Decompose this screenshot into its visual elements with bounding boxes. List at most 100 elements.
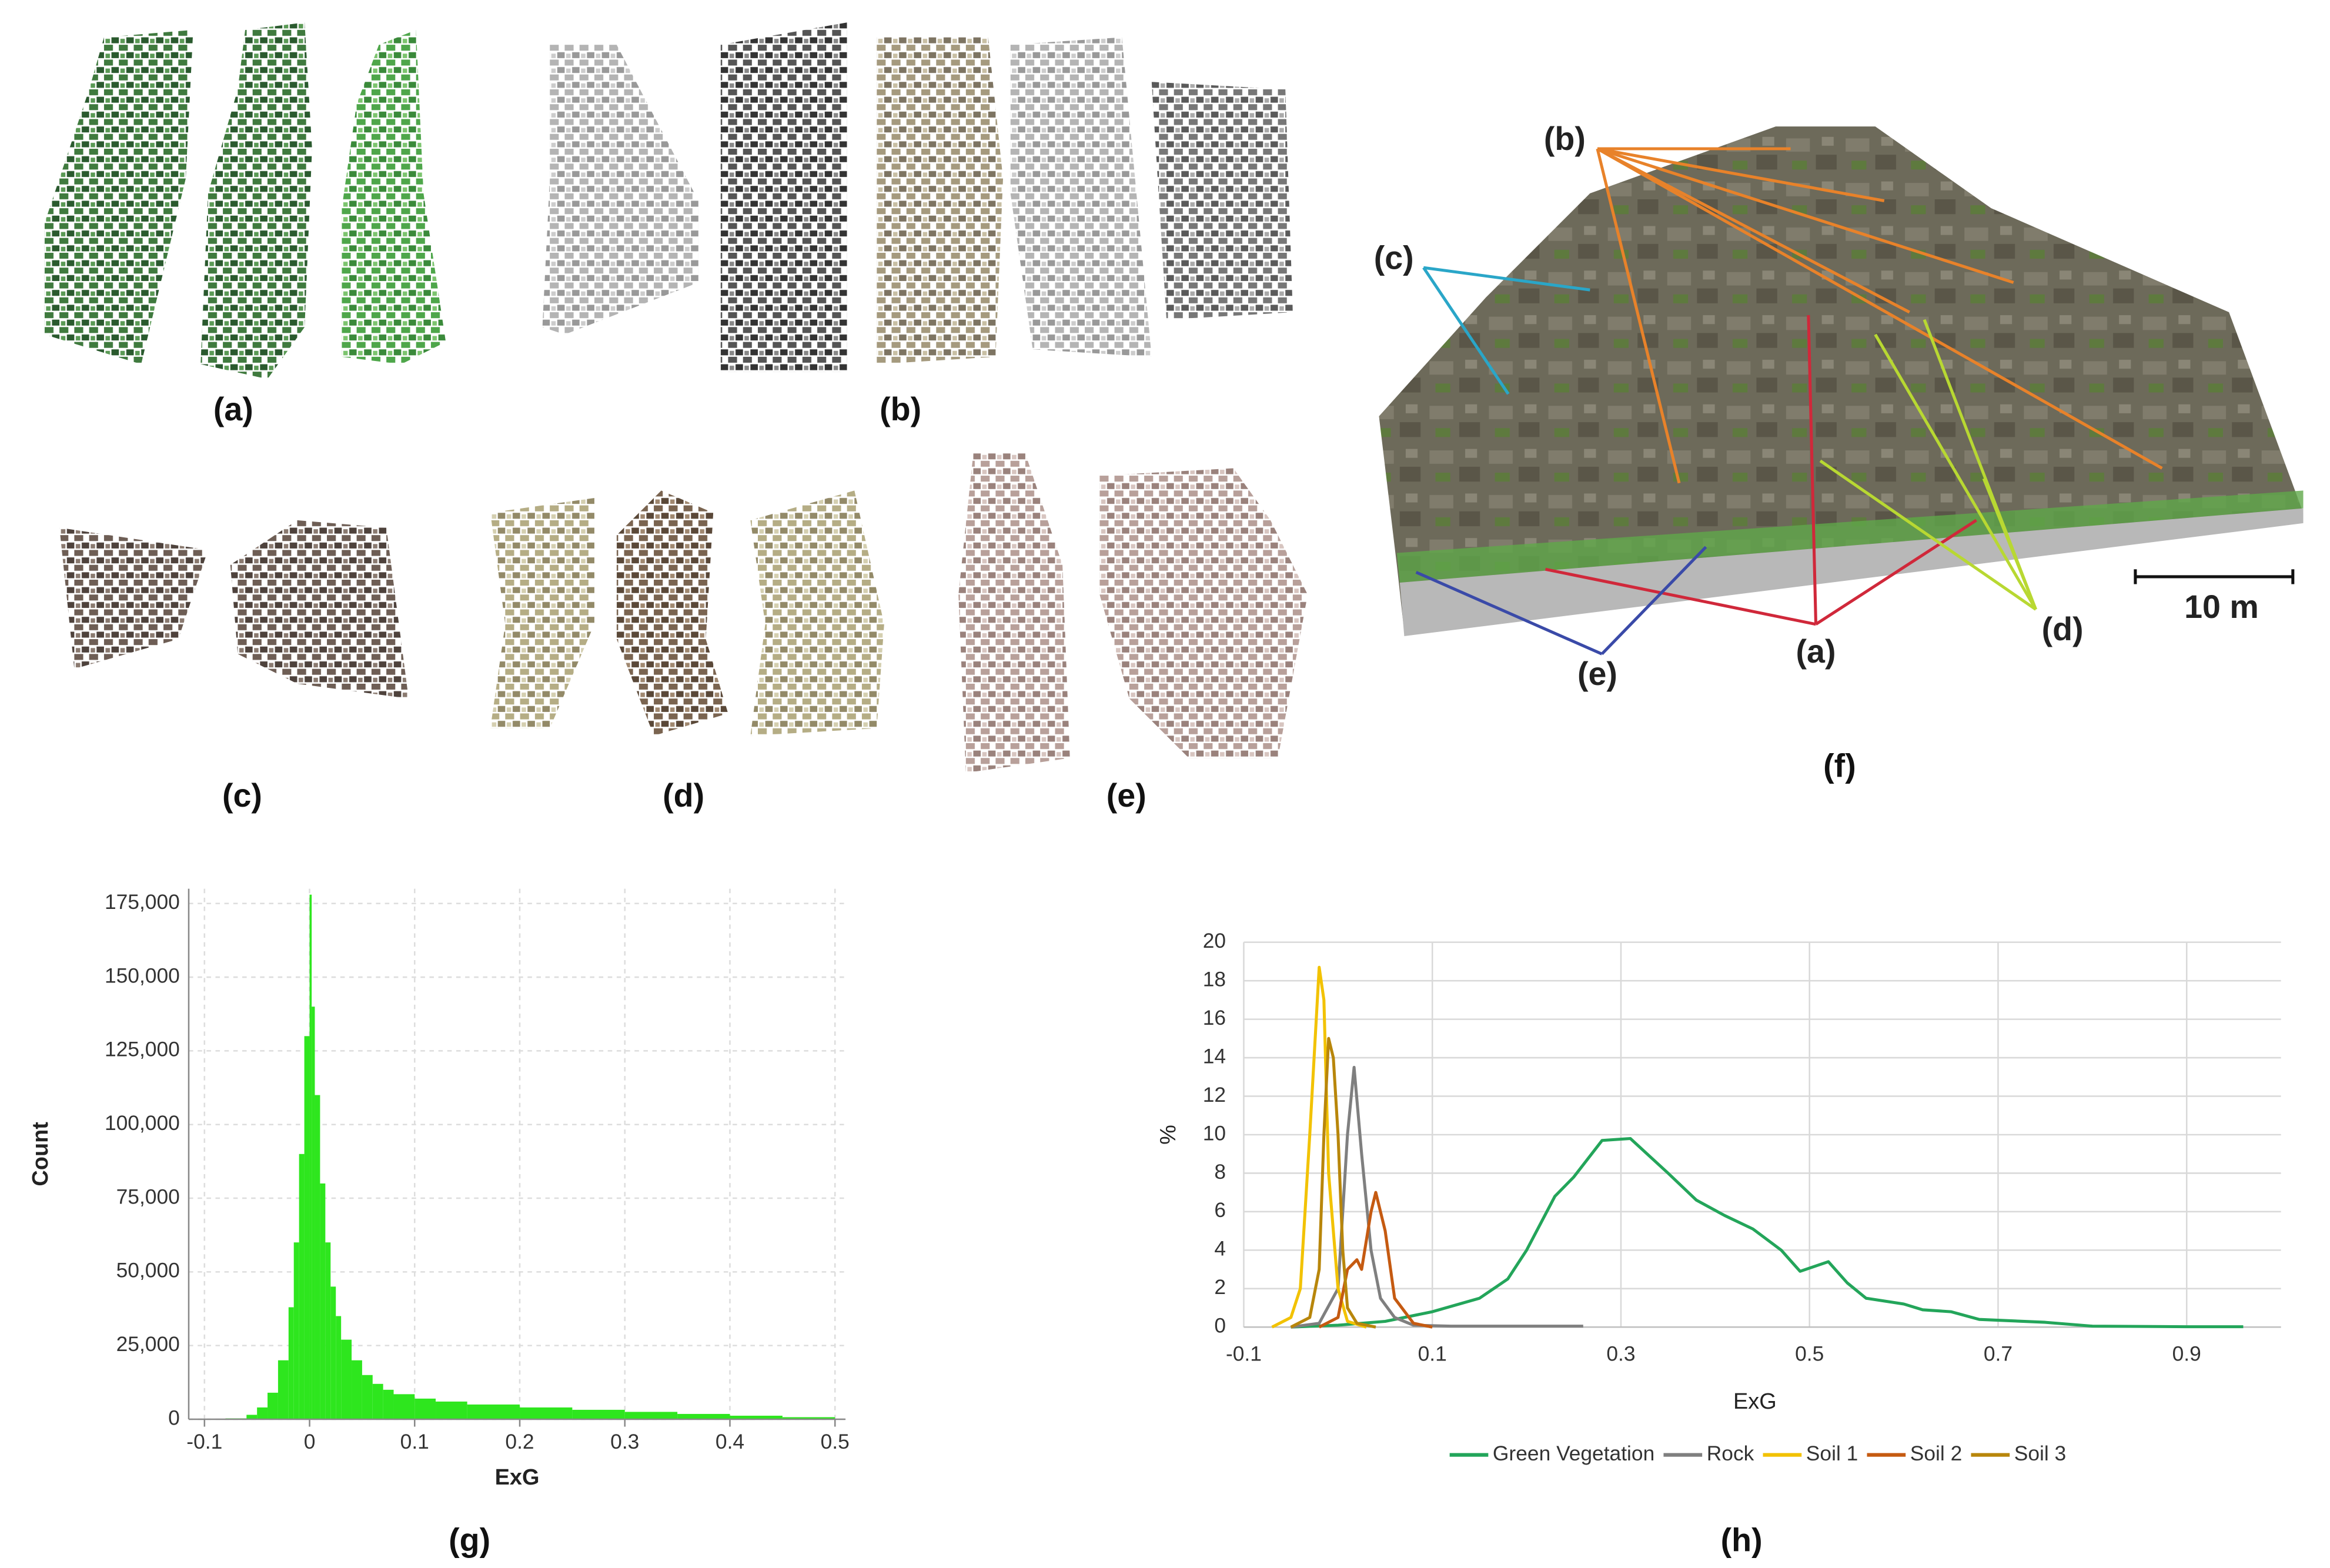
y-tick-label: 14 xyxy=(1203,1045,1226,1068)
y-tick-label: 20 xyxy=(1203,930,1226,952)
y-tick-label: 6 xyxy=(1214,1199,1226,1222)
histogram-bar xyxy=(624,1412,678,1419)
y-tick-label: 12 xyxy=(1203,1084,1226,1106)
histogram-bar xyxy=(352,1360,362,1419)
y-tick-label: 0 xyxy=(168,1406,180,1429)
histogram-bar xyxy=(268,1392,278,1419)
leader-line xyxy=(1596,147,2163,470)
leader-line xyxy=(1415,571,1603,656)
x-tick-label: 0.7 xyxy=(1984,1343,2013,1366)
x-tick-label: 0 xyxy=(304,1430,316,1453)
y-tick-label: 150,000 xyxy=(105,964,180,987)
y-tick-label: 125,000 xyxy=(105,1038,180,1061)
leader-line xyxy=(1815,519,1977,626)
histogram-bar xyxy=(467,1404,520,1419)
leader-line xyxy=(1597,147,2014,284)
panel-label: (c) xyxy=(222,777,262,814)
y-tick-label: 16 xyxy=(1203,1007,1226,1029)
legend-label: Soil 3 xyxy=(2014,1442,2066,1465)
panel-label: (a) xyxy=(213,391,253,427)
histogram-bar xyxy=(257,1407,268,1419)
x-tick-label: 0.3 xyxy=(610,1430,639,1453)
x-tick-label: 0.4 xyxy=(716,1430,744,1453)
scale-bar-label: 10 m xyxy=(2184,589,2259,625)
point-cloud-thumbnails xyxy=(44,22,1308,773)
panel-label: (h) xyxy=(1721,1522,1763,1558)
histogram-bar xyxy=(336,1316,342,1419)
leader-line xyxy=(1545,567,1817,626)
x-tick-label: 0.5 xyxy=(821,1430,850,1453)
legend-label: Soil 1 xyxy=(1806,1442,1858,1465)
annotation-label: (a) xyxy=(1796,633,1836,670)
histogram-bar xyxy=(315,1095,320,1419)
series-line xyxy=(1271,965,1367,1329)
x-tick-label: 0.1 xyxy=(1418,1343,1447,1366)
y-tick-label: 4 xyxy=(1214,1238,1226,1261)
y-axis-title: % xyxy=(1156,1125,1181,1145)
histogram-bar xyxy=(330,1286,336,1419)
y-tick-label: 8 xyxy=(1214,1161,1226,1183)
legend-label: Rock xyxy=(1707,1442,1754,1465)
histogram-bar xyxy=(320,1183,326,1419)
leader-line xyxy=(1422,266,1510,395)
x-tick-label: 0.1 xyxy=(400,1430,429,1453)
x-tick-label: -0.1 xyxy=(186,1430,222,1453)
annotation-label: (b) xyxy=(1544,121,1586,157)
histogram-bar xyxy=(312,1007,315,1419)
histogram-bar xyxy=(677,1413,730,1419)
leader-line xyxy=(1982,478,2037,610)
histogram-bar xyxy=(246,1415,258,1419)
panel-label: (d) xyxy=(663,777,704,814)
y-tick-label: 10 xyxy=(1203,1122,1226,1145)
annotation-label: (e) xyxy=(1577,656,1617,692)
series-line xyxy=(1291,1136,2244,1329)
series-line xyxy=(1290,1037,1376,1329)
legend-label: Soil 2 xyxy=(1910,1442,1962,1465)
histogram-bar xyxy=(288,1307,294,1419)
x-tick-label: 0.9 xyxy=(2172,1343,2201,1366)
panel-label: (b) xyxy=(880,391,921,427)
panel-label: (f) xyxy=(1823,748,1856,784)
y-tick-label: 175,000 xyxy=(105,891,180,914)
histogram-bar xyxy=(730,1415,783,1419)
x-tick-label: 0.3 xyxy=(1606,1343,1635,1366)
histogram-bar xyxy=(309,894,312,1419)
panel-label: (e) xyxy=(1107,777,1146,814)
histogram-bar xyxy=(325,1242,331,1419)
x-axis-title: ExG xyxy=(1733,1389,1777,1414)
histogram-bar xyxy=(362,1375,373,1419)
histogram-bar xyxy=(520,1407,573,1419)
x-axis-title: ExG xyxy=(495,1465,540,1490)
slope-photo: 10 m xyxy=(1379,126,2304,637)
leader-line xyxy=(1600,546,1707,656)
histogram-bar xyxy=(572,1409,625,1419)
y-axis-title: Count xyxy=(28,1122,53,1186)
annotation-label: (d) xyxy=(2042,611,2084,647)
x-tick-label: -0.1 xyxy=(1226,1343,1262,1366)
panel-label: (g) xyxy=(449,1522,490,1558)
leader-line xyxy=(1807,315,1818,624)
leader-line xyxy=(1423,266,1590,292)
histogram-bar xyxy=(293,1242,299,1419)
x-tick-label: 0.5 xyxy=(1795,1343,1824,1366)
y-tick-label: 50,000 xyxy=(116,1259,180,1282)
histogram-bar xyxy=(304,1036,310,1419)
x-tick-label: 0.2 xyxy=(505,1430,534,1453)
leader-line xyxy=(1596,148,1681,484)
y-tick-label: 2 xyxy=(1214,1276,1226,1299)
legend-label: Green Vegetation xyxy=(1493,1442,1654,1465)
histogram-bar xyxy=(299,1154,305,1419)
histogram-bar xyxy=(436,1401,467,1419)
leader-line xyxy=(1596,147,1910,314)
histogram-bar xyxy=(393,1394,415,1419)
leader-line xyxy=(1819,459,2037,611)
histogram-bar xyxy=(414,1398,436,1419)
histogram-bar xyxy=(278,1360,289,1419)
y-tick-label: 0 xyxy=(1214,1315,1226,1338)
histogram-bar xyxy=(341,1339,352,1419)
legend: Green Vegetation Rock Soil 1 Soil 2 Soil 3 xyxy=(1449,1442,2066,1465)
histogram-bar xyxy=(383,1389,394,1419)
histogram-bar xyxy=(372,1383,383,1419)
